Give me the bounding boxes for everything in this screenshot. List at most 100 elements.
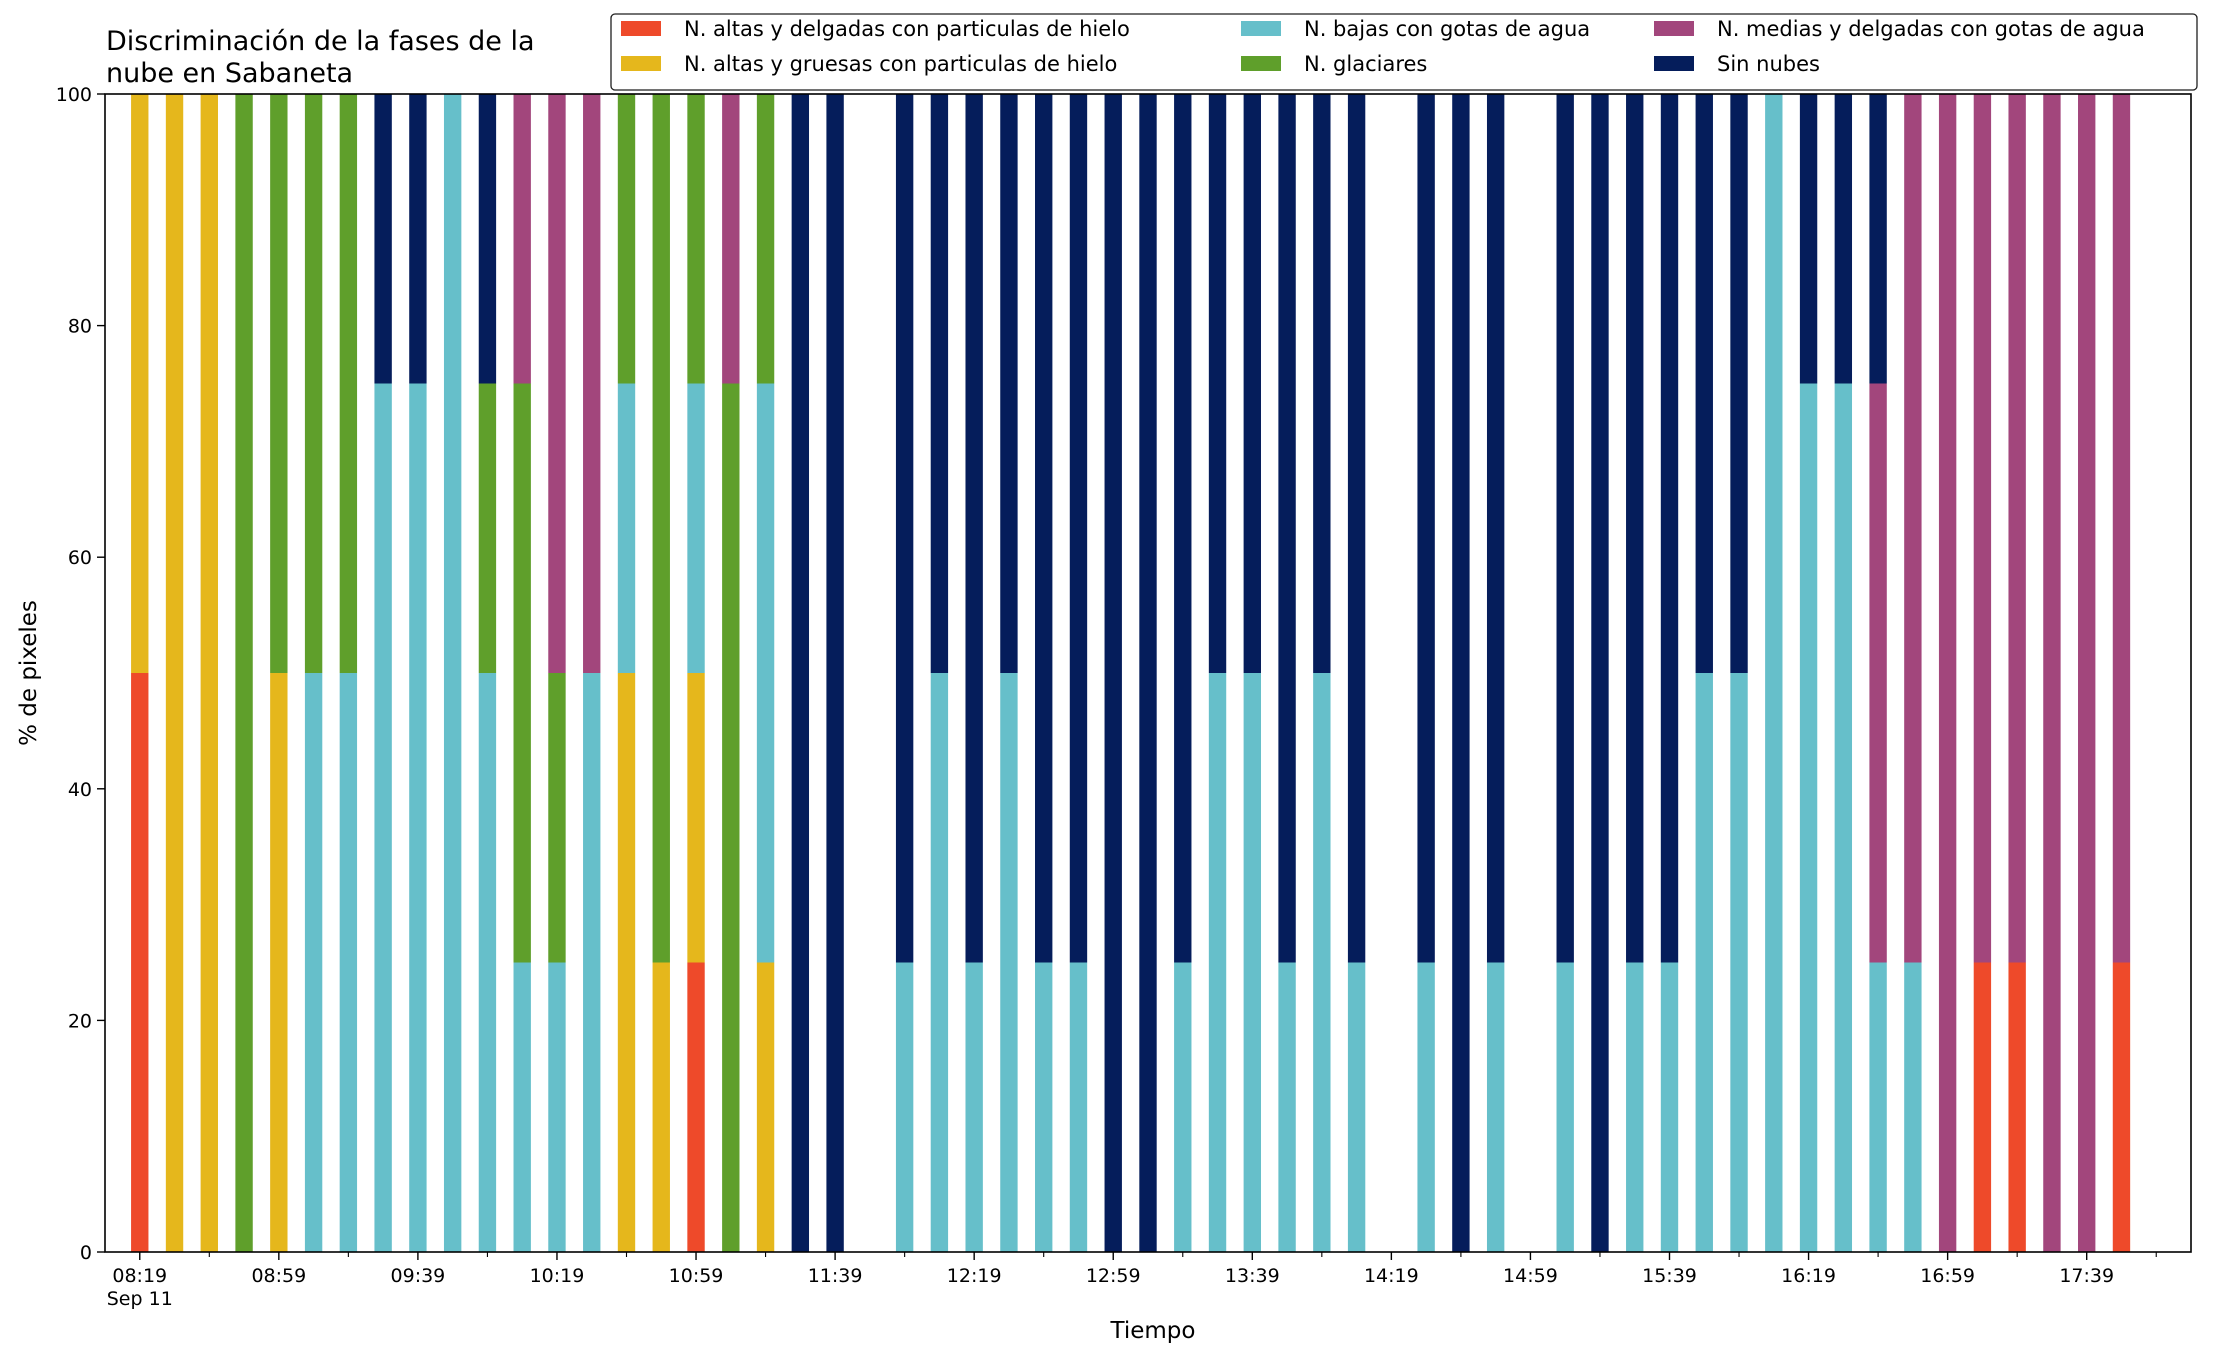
bar-segment-ice_thick [617,673,636,1252]
legend-frame [610,13,2198,91]
bar-stack [478,94,497,1252]
bar-segment-clear [1591,94,1609,1252]
bar-segment-low_water [930,673,949,1252]
bar-stack [826,94,844,1252]
bar-stack [2078,94,2096,1252]
bar-segment-low_water [409,383,427,1252]
bar-stack [1591,94,1609,1252]
bar-segment-low_water [756,383,775,963]
bar-segment-clear [930,94,949,673]
bar-stack [1904,94,1922,1252]
bar-segment-low_water [513,962,531,1252]
bar-stack [756,94,775,1252]
bar-segment-ice_thin [1973,962,1992,1252]
bar-segment-clear [1869,94,1887,384]
bar-segment-ice_thick [165,94,184,1252]
y-tick-label: 80 [68,316,92,338]
bar-stack [687,94,705,1252]
x-tick-label: 13:39 [1225,1265,1280,1287]
y-axis: 0 20 40 60 80 100 [56,84,105,1264]
x-tick-label: 10:19 [530,1265,585,1287]
bar-stack [131,94,149,1252]
bar-segment-clear [1313,94,1331,673]
chart-title-line: nube en Sabaneta [106,58,353,89]
bar-segment-mid_water [513,94,531,384]
bar-segment-glacier [339,94,358,673]
x-date-label: Sep 11 [107,1288,173,1310]
bar-stack [1626,94,1644,1252]
legend-item: N. glaciares [1241,52,1427,76]
legend-swatch [1654,56,1694,71]
bar-segment-clear [1626,94,1644,963]
bar-stack [617,94,636,1252]
x-tick-label: 16:59 [1920,1265,1975,1287]
bar-segment-clear [1174,94,1192,963]
bar-stack [1000,94,1018,1252]
y-tick-label: 20 [68,1010,92,1032]
bar-segment-clear [1452,94,1470,1252]
bar-segment-mid_water [722,94,740,384]
bar-segment-mid_water [2043,94,2061,1252]
x-tick-label: 08:19 [112,1265,167,1287]
plot-frame [104,93,2192,1253]
legend-swatch [621,56,661,71]
x-tick-label: 17:39 [2059,1265,2114,1287]
legend-label: N. medias y delgadas con gotas de agua [1717,17,2145,41]
bar-segment-mid_water [1973,94,1992,963]
bar-stack [652,94,670,1252]
bar-stack [165,94,184,1252]
bar-segment-mid_water [2008,94,2026,963]
bar-segment-low_water [304,673,323,1252]
bar-stack [235,94,253,1252]
bar-segment-clear [1486,94,1505,963]
x-tick-label: 14:59 [1503,1265,1558,1287]
bar-stack [2043,94,2061,1252]
bar-stack [965,94,983,1252]
bar-segment-low_water [965,962,983,1252]
legend-item: N. altas y gruesas con particulas de hie… [621,52,1117,76]
legend-label: N. altas y delgadas con particulas de hi… [684,17,1130,41]
bar-segment-clear [1069,94,1088,963]
bar-stack [1938,94,1957,1252]
bar-stack [1660,94,1679,1252]
bar-stack [791,94,810,1252]
x-tick-label: 12:19 [947,1265,1002,1287]
bar-stack [930,94,949,1252]
bar-segment-clear [374,94,392,384]
bar-segment-low_water [1000,673,1018,1252]
legend-label: Sin nubes [1717,52,1820,76]
bar-stack [1104,94,1122,1252]
bar-segment-low_water [687,383,705,673]
bar-segment-glacier [235,94,253,1252]
bar-segment-glacier [548,673,566,963]
bar-stack [1869,94,1887,1252]
bar-segment-glacier [513,383,531,963]
bar-stack [1069,94,1088,1252]
bar-segment-low_water [478,673,497,1252]
bar-segment-mid_water [1869,383,1887,963]
bar-segment-clear [1799,94,1818,384]
bar-segment-clear [1660,94,1679,963]
bar-segment-clear [1208,94,1227,673]
bar-segment-ice_thick [687,673,705,963]
bar-segment-clear [1556,94,1574,963]
bar-segment-low_water [1278,962,1296,1252]
bar-segment-low_water [1313,673,1331,1252]
bar-segment-ice_thick [131,94,149,673]
legend-swatch [1241,21,1281,36]
bar-segment-low_water [895,962,914,1252]
x-tick-label: 15:39 [1642,1265,1697,1287]
bar-stack [583,94,601,1252]
bar-segment-clear [1139,94,1157,1252]
bar-stack [1243,94,1261,1252]
legend-item: Sin nubes [1654,52,1820,76]
bar-segment-low_water [1347,962,1366,1252]
bar-segment-mid_water [2112,94,2131,963]
bar-segment-low_water [374,383,392,1252]
y-tick-label: 0 [80,1242,92,1264]
bar-stack [1556,94,1574,1252]
bar-stack [895,94,914,1252]
bar-segment-clear [895,94,914,963]
bar-segment-clear [791,94,810,1252]
